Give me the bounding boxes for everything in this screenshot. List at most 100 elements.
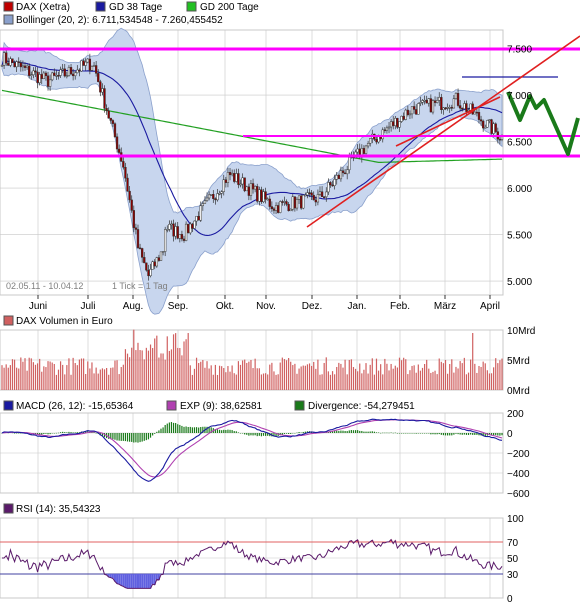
candle-body <box>214 198 217 201</box>
volume-bar <box>145 347 147 390</box>
candle-body <box>159 251 163 261</box>
volume-bar <box>442 363 445 390</box>
volume-bar <box>365 363 367 390</box>
legend-swatch-rsi <box>3 503 14 514</box>
volume-bar <box>415 372 417 390</box>
divergence-bar <box>296 432 298 434</box>
candle-body <box>258 189 261 202</box>
divergence-bar <box>70 432 72 433</box>
candle-body <box>0 65 4 67</box>
candle-body <box>19 62 22 68</box>
candle-body <box>176 226 179 239</box>
volume-bar <box>400 360 403 390</box>
volume-bar <box>154 338 156 390</box>
price-tick-label: 7.000 <box>507 91 532 102</box>
divergence-bar <box>122 433 124 441</box>
volume-bar <box>175 333 177 390</box>
time-x-axis: Juni Juli Aug. Sep. Okt. Nov. Dez. Jan. Feb. März… <box>29 295 500 312</box>
divergence-bar <box>160 428 162 433</box>
volume-bar <box>76 365 78 390</box>
divergence-bar <box>195 427 198 433</box>
volume-bar <box>315 368 317 390</box>
volume-bar <box>264 373 267 390</box>
volume-bar <box>470 359 472 390</box>
volume-bar <box>141 350 143 390</box>
date-range-note: 02.05.11 - 10.04.12 <box>6 281 83 291</box>
candle-body <box>99 81 102 93</box>
volume-bar <box>231 365 233 390</box>
divergence-bar <box>185 426 187 433</box>
macd-tick-label: 0 <box>507 429 513 440</box>
divergence-bar <box>382 432 384 434</box>
volume-bar <box>323 362 325 390</box>
volume-bar <box>82 358 85 390</box>
volume-bar <box>369 364 371 390</box>
candle-body <box>42 72 45 79</box>
divergence-bar <box>59 432 62 433</box>
price-tick-label: 5.500 <box>507 231 532 242</box>
volume-bar <box>208 368 210 390</box>
divergence-bar <box>116 433 118 441</box>
volume-bar <box>204 367 206 390</box>
divergence-bar <box>68 431 70 433</box>
divergence-bar <box>285 433 288 434</box>
divergence-bar <box>501 433 503 436</box>
divergence-bar <box>463 433 465 435</box>
candle-body <box>251 183 255 190</box>
divergence-bar <box>62 431 64 433</box>
divergence-bar <box>472 433 474 435</box>
candle-body <box>153 261 156 267</box>
candle-body <box>410 106 414 115</box>
divergence-bar <box>365 431 367 433</box>
volume-bar <box>453 372 455 390</box>
candle-body <box>118 148 121 153</box>
divergence-bar <box>20 433 22 434</box>
divergence-bar <box>348 430 350 433</box>
candle-body <box>389 121 393 128</box>
divergence-bar <box>329 431 332 433</box>
volume-title: DAX Volumen in Euro <box>16 316 113 327</box>
divergence-bar <box>133 433 135 443</box>
candle-body <box>218 193 221 195</box>
candle-body <box>55 75 58 77</box>
candle-body <box>170 223 173 226</box>
candle-body <box>450 107 453 109</box>
volume-bar <box>371 358 373 390</box>
price-tick-label: 5.000 <box>507 277 532 288</box>
legend-bollinger: Bollinger (20, 2): 6.711,534548 - 7.260,… <box>16 15 223 26</box>
volume-bar <box>359 363 361 390</box>
candle-body <box>168 224 171 230</box>
candle-body <box>427 98 430 104</box>
candle-body <box>247 186 251 196</box>
volume-bar <box>168 350 170 390</box>
volume-bar <box>375 358 378 390</box>
candle-body <box>335 175 338 180</box>
candle-body <box>412 106 416 110</box>
candle-body <box>404 109 407 120</box>
candle-body <box>97 73 100 82</box>
divergence-bar <box>331 431 334 433</box>
volume-bar <box>110 367 112 390</box>
candle-body <box>469 103 472 111</box>
candle-body <box>446 107 449 109</box>
divergence-bar <box>461 433 463 435</box>
divergence-bar <box>478 433 480 436</box>
volume-bar <box>432 371 434 390</box>
volume-bar <box>352 367 355 390</box>
divergence-bar <box>426 433 428 434</box>
volume-bar <box>447 373 449 390</box>
candle-body <box>423 99 426 102</box>
volume-bar <box>191 374 193 390</box>
divergence-bar <box>444 433 447 436</box>
volume-bar <box>181 355 183 390</box>
divergence-bar <box>28 433 30 435</box>
divergence-bar <box>409 433 411 434</box>
divergence-bar <box>474 433 476 435</box>
candle-body <box>180 234 184 240</box>
candle-body <box>172 223 175 237</box>
divergence-bar <box>126 433 129 442</box>
volume-bar <box>419 370 422 390</box>
volume-bar <box>118 374 120 390</box>
volume-bar <box>472 333 474 390</box>
